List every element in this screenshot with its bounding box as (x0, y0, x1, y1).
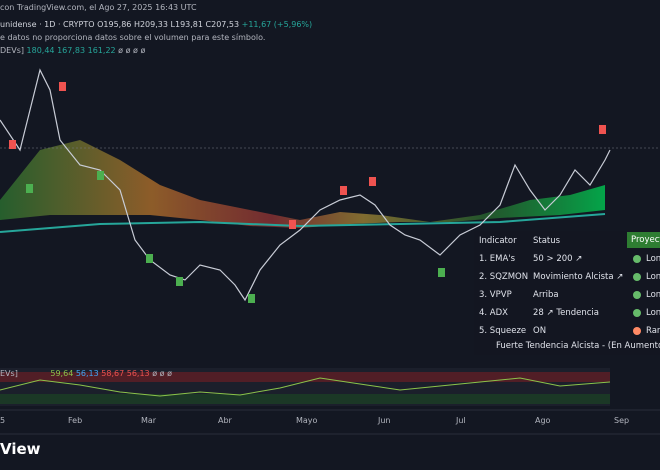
x-tick-label: Jul (456, 416, 466, 425)
table-cell: 50 > 200 ↗ (533, 254, 583, 264)
table-cell: 28 ↗ Tendencia (533, 308, 599, 318)
status-dot (633, 273, 641, 281)
close: C207,53 (205, 20, 240, 29)
x-tick-label: Mar (141, 416, 157, 425)
ema-line: DEVs] 180,44 167,83 161,22 ø ø ø ø (0, 46, 145, 55)
lower-value: 56,13 (126, 369, 150, 378)
table-cell: Lon (646, 290, 660, 300)
lower-band-green (0, 394, 610, 404)
status-dot (633, 309, 641, 317)
low: L193,81 (170, 20, 203, 29)
table-cell: Lon (646, 272, 660, 282)
ema-value: 180,44 (26, 46, 55, 55)
change: +11,67 (+5,96%) (241, 20, 313, 29)
table-cell: Lon (646, 254, 660, 264)
table-cell: 4. ADX (479, 308, 508, 318)
ema-value: 161,22 (87, 46, 116, 55)
volume-note: e datos no proporciona datos sobre el vo… (0, 33, 266, 42)
ema-slow (0, 213, 606, 233)
symbol: unidense · 1D · CRYPTO (0, 20, 95, 29)
open: O195,86 (97, 20, 132, 29)
source: con TradingView.com, el Ago 27, 2025 16:… (0, 3, 197, 12)
lower-value: 59,64 (50, 369, 74, 378)
x-tick-label: 5 (0, 416, 6, 425)
ema-value: 167,83 (57, 46, 86, 55)
table-cell: Movimiento Alcista ↗ (533, 272, 624, 282)
table-footer: Fuerte Tendencia Alcista - (En Aumento (496, 341, 660, 351)
symbol-line: unidense · 1D · CRYPTO O195,86 H209,33 L… (0, 20, 312, 29)
table-cell: 5. Squeeze (479, 326, 527, 336)
table-header: Proyect (627, 232, 660, 248)
status-dot (633, 291, 641, 299)
table-cell: Ran (646, 326, 660, 336)
x-tick-label: Abr (218, 416, 232, 425)
ema-band (0, 140, 605, 228)
table-cell: 1. EMA's (479, 254, 516, 264)
lower-value: 58,67 (101, 369, 125, 378)
lower-band-red (0, 372, 610, 382)
x-tick-label: Mayo (296, 416, 318, 425)
lower-value: 56,13 (75, 369, 99, 378)
lower-legend: EVs] 59,64 56,13 58,67 56,13 ø ø ø (0, 369, 172, 378)
status-dot (633, 255, 641, 263)
x-tick-label: Jun (378, 416, 391, 425)
table-cell: Arriba (533, 290, 559, 300)
status-table: Indicator Status Proyect 1. EMA's 50 > 20… (474, 231, 660, 355)
lower-empty: ø ø ø (152, 369, 172, 378)
signal-markers (9, 82, 606, 303)
table-header: Status (533, 236, 561, 246)
table-cell: 2. SQZMON (479, 272, 529, 282)
lower-pane (0, 368, 610, 406)
x-tick-label: Feb (68, 416, 83, 425)
table-cell: Lon (646, 308, 660, 318)
high: H209,33 (133, 20, 168, 29)
table-header: Indicator (479, 236, 517, 246)
status-dot (633, 327, 641, 335)
logo: View (0, 440, 41, 458)
x-tick-label: Ago (535, 416, 551, 425)
table-cell: ON (533, 326, 547, 336)
table-cell: 3. VPVP (479, 290, 512, 300)
ema-label: DEVs] (0, 46, 24, 55)
lower-label: EVs] (0, 369, 18, 378)
x-tick-label: Sep (614, 416, 630, 425)
ema-empty: ø ø ø ø (118, 46, 146, 55)
lower-line (0, 377, 611, 397)
